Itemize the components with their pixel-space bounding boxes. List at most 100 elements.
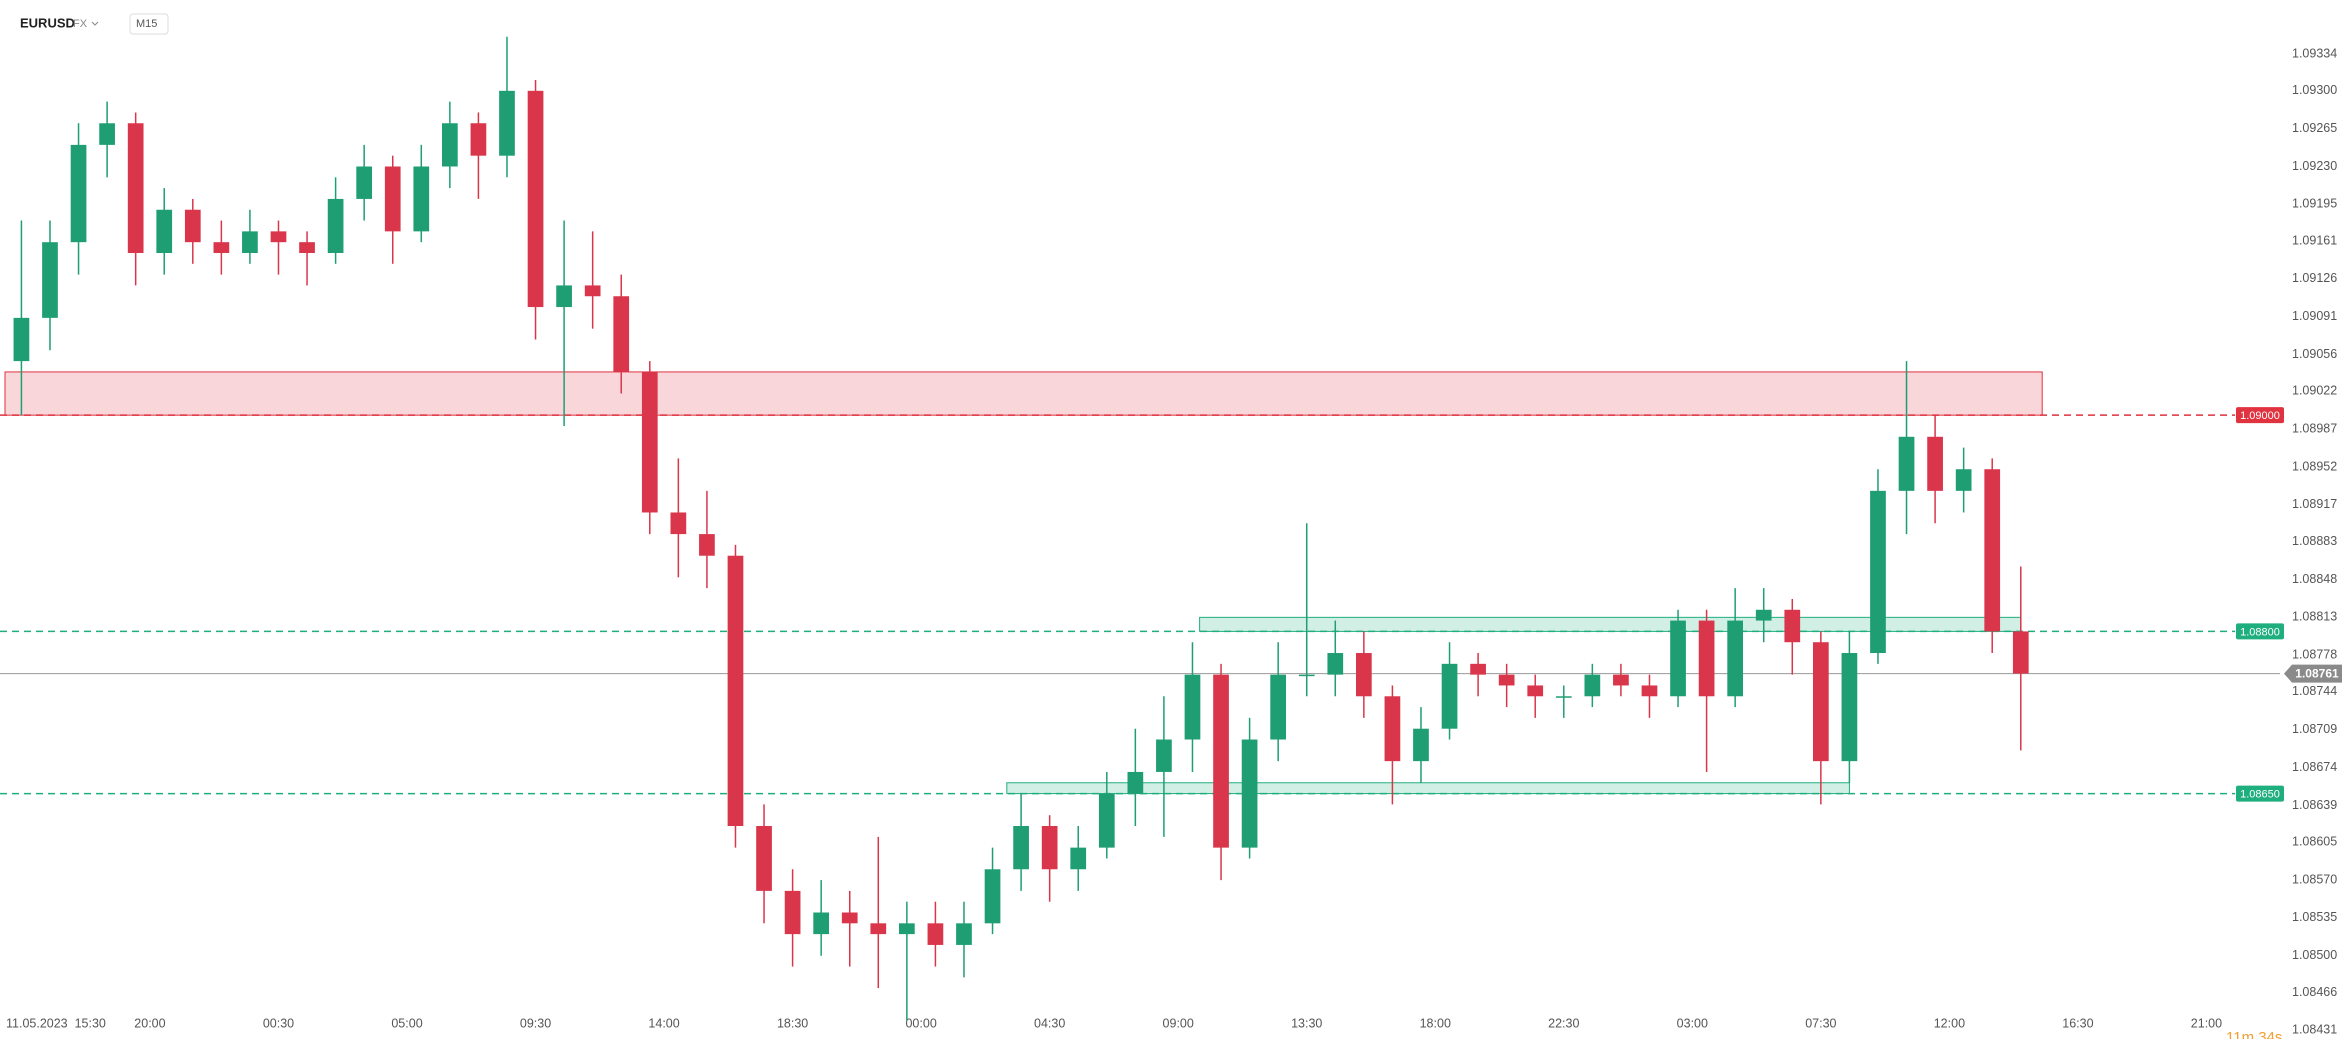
candle-body bbox=[841, 912, 858, 924]
candle-body bbox=[156, 209, 173, 253]
candle-body bbox=[556, 285, 572, 308]
y-tick-label: 1.09056 bbox=[2292, 347, 2337, 361]
candle-body bbox=[584, 285, 601, 297]
candle-body bbox=[1927, 436, 1943, 491]
candle-body bbox=[1241, 739, 1258, 848]
candle-body bbox=[1698, 620, 1715, 697]
y-tick-label: 1.08674 bbox=[2292, 760, 2337, 774]
candle-body bbox=[1784, 609, 1801, 643]
candle-body bbox=[1298, 674, 1315, 677]
candle-body bbox=[184, 209, 201, 243]
x-tick-label: 14:00 bbox=[648, 1016, 679, 1030]
candle-body bbox=[299, 242, 315, 253]
candle-body bbox=[1641, 685, 1658, 697]
x-tick-label: 16:30 bbox=[2062, 1016, 2093, 1030]
candle-body bbox=[327, 198, 344, 253]
candle-body bbox=[984, 869, 1001, 924]
candle-body bbox=[641, 371, 658, 513]
candle-body bbox=[1127, 771, 1144, 794]
y-tick-label: 1.08917 bbox=[2292, 497, 2337, 511]
candle-body bbox=[1727, 620, 1744, 697]
candle-body bbox=[1498, 674, 1515, 686]
candle-body bbox=[1527, 685, 1544, 697]
y-tick-label: 1.08952 bbox=[2292, 459, 2337, 473]
candle-body bbox=[1955, 469, 1972, 491]
y-tick-label: 1.08813 bbox=[2292, 610, 2337, 624]
interval-box[interactable] bbox=[129, 13, 169, 35]
y-tick-label: 1.09195 bbox=[2292, 197, 2337, 211]
candle-body bbox=[870, 923, 887, 935]
x-tick-label: 20:00 bbox=[134, 1016, 165, 1030]
interval[interactable]: M15 bbox=[136, 18, 157, 30]
y-tick-label: 1.08744 bbox=[2292, 684, 2337, 698]
level-label-box bbox=[2236, 623, 2284, 640]
x-tick-label: 21:00 bbox=[2191, 1016, 2222, 1030]
candle-body bbox=[1470, 663, 1486, 675]
candle-body bbox=[956, 923, 972, 945]
symbol[interactable]: EURUSD bbox=[20, 15, 75, 30]
y-tick-label: 1.08883 bbox=[2292, 534, 2337, 548]
candle-body bbox=[1898, 436, 1915, 491]
y-tick-label: 1.09265 bbox=[2292, 121, 2337, 135]
candle-body bbox=[1156, 739, 1172, 772]
candle-body bbox=[442, 123, 458, 167]
candle-body bbox=[727, 555, 744, 827]
candle-body bbox=[927, 923, 944, 945]
level-label: 1.08800 bbox=[2240, 626, 2280, 638]
y-tick-label: 1.08570 bbox=[2292, 872, 2337, 886]
x-tick-label: 07:30 bbox=[1805, 1016, 1836, 1030]
market: FX bbox=[73, 18, 88, 30]
candle-body bbox=[270, 231, 287, 243]
candle-body bbox=[1413, 728, 1429, 762]
x-tick-label: 09:00 bbox=[1163, 1016, 1194, 1030]
current-price-label: 1.08761 bbox=[2295, 667, 2339, 681]
candle-body bbox=[470, 123, 487, 156]
candle-body bbox=[242, 231, 258, 253]
candle-body bbox=[527, 90, 544, 308]
y-tick-label: 1.09022 bbox=[2292, 384, 2337, 398]
candle-body bbox=[898, 923, 915, 935]
y-tick-label: 1.09300 bbox=[2292, 83, 2337, 97]
candle-body bbox=[384, 166, 401, 232]
candle-body bbox=[213, 242, 230, 253]
candle-body bbox=[784, 890, 801, 935]
candle-body bbox=[1755, 609, 1772, 621]
candle-body bbox=[1384, 696, 1401, 762]
x-tick-label: 00:00 bbox=[905, 1016, 936, 1030]
candle-body bbox=[1098, 793, 1115, 848]
candle-body bbox=[670, 512, 687, 535]
candle-body bbox=[2012, 631, 2029, 674]
y-tick-label: 1.08639 bbox=[2292, 798, 2337, 812]
y-tick-label: 1.08535 bbox=[2292, 910, 2337, 924]
x-tick-label: 22:30 bbox=[1548, 1016, 1579, 1030]
candle-body bbox=[699, 534, 715, 556]
level-label: 1.08650 bbox=[2240, 788, 2280, 800]
y-tick-label: 1.08466 bbox=[2292, 985, 2337, 999]
candle-body bbox=[42, 242, 58, 318]
candle-body bbox=[356, 166, 373, 199]
zone bbox=[1199, 616, 2022, 632]
candle-body bbox=[13, 317, 30, 362]
candle-body bbox=[99, 123, 115, 145]
y-tick-label: 1.09334 bbox=[2292, 46, 2337, 60]
current-price-badge bbox=[2284, 664, 2342, 683]
candle-body bbox=[1270, 674, 1287, 740]
x-tick-label: 03:00 bbox=[1677, 1016, 1708, 1030]
x-tick-label: 05:00 bbox=[391, 1016, 422, 1030]
timer: 11m 34s bbox=[2226, 1029, 2282, 1039]
level-label: 1.09000 bbox=[2240, 410, 2280, 422]
y-tick-label: 1.08987 bbox=[2292, 422, 2337, 436]
y-tick-label: 1.08605 bbox=[2292, 835, 2337, 849]
x-tick-label: 09:30 bbox=[520, 1016, 551, 1030]
candle-body bbox=[1812, 642, 1829, 762]
y-tick-label: 1.08500 bbox=[2292, 948, 2337, 962]
y-tick-label: 1.09126 bbox=[2292, 271, 2337, 285]
candle-body bbox=[1355, 653, 1372, 697]
level-label-box bbox=[2236, 785, 2284, 802]
candle-body bbox=[1213, 674, 1229, 848]
candle-body bbox=[127, 123, 144, 253]
chevron[interactable] bbox=[91, 21, 99, 26]
x-tick-label: 13:30 bbox=[1291, 1016, 1322, 1030]
y-tick-label: 1.08778 bbox=[2292, 647, 2337, 661]
